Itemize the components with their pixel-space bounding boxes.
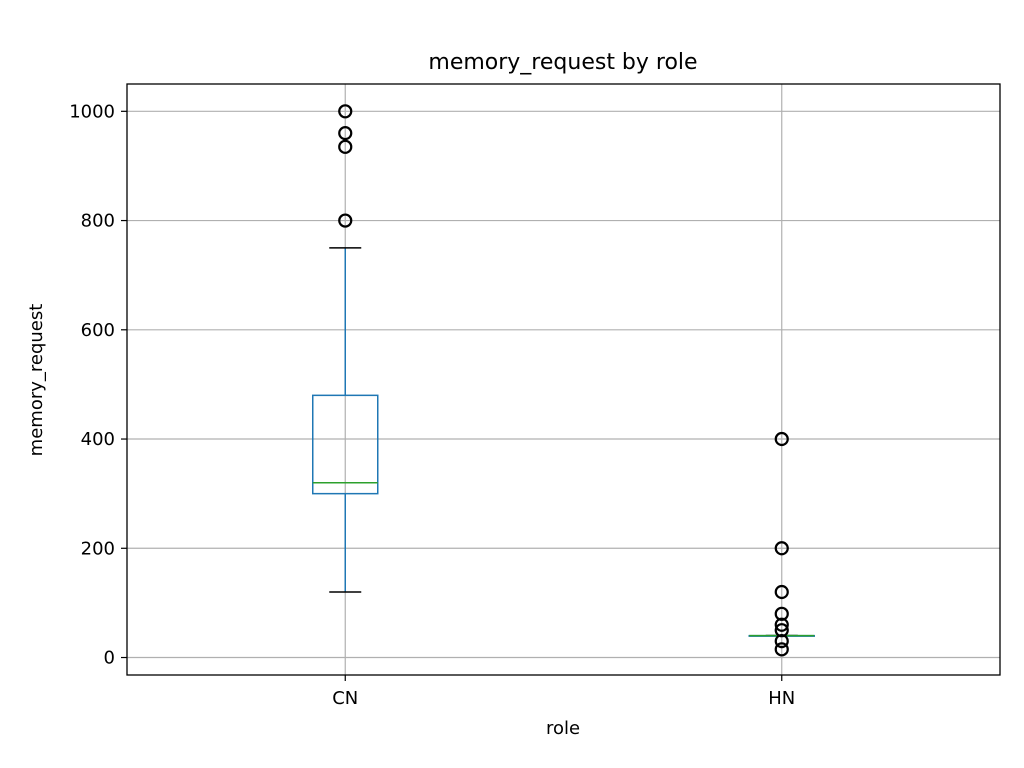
y-tick-label: 800: [81, 211, 115, 232]
axes-frame: [126, 83, 1001, 676]
x-tick-label: CN: [332, 688, 358, 709]
box-cn: [312, 104, 379, 593]
x-tick-label: HN: [768, 688, 795, 709]
y-axis-label: memory_request: [26, 304, 47, 457]
outlier-point: [774, 623, 789, 638]
y-tick-label: 0: [104, 648, 115, 669]
grid-lines: [127, 84, 1000, 675]
chart-title: memory_request by role: [428, 50, 697, 75]
outlier-point: [338, 126, 353, 141]
axis-ticks: 0 200 400 600 800 1000 CN HN: [69, 101, 795, 709]
iqr-box: [312, 394, 379, 495]
outlier-point: [338, 213, 353, 228]
x-axis-label: role: [546, 718, 580, 739]
y-tick-label: 600: [81, 320, 115, 341]
box-hn: [748, 431, 815, 657]
outlier-point: [774, 642, 789, 657]
y-tick-label: 1000: [69, 101, 115, 122]
outlier-point: [338, 139, 353, 154]
y-tick-label: 200: [81, 538, 115, 559]
outlier-point: [774, 584, 789, 600]
outlier-point: [774, 541, 789, 556]
plot-area: [312, 104, 815, 657]
outlier-point: [774, 606, 789, 621]
outlier-point: [338, 104, 353, 119]
y-tick-label: 400: [81, 429, 115, 450]
outlier-point: [774, 431, 789, 447]
